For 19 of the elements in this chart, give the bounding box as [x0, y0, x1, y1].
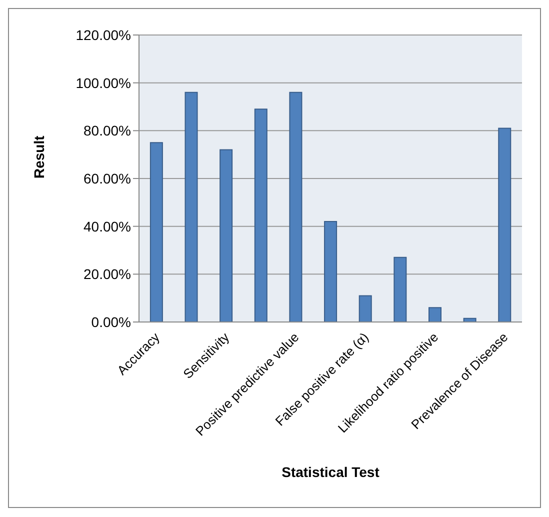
y-tick-label: 60.00%	[84, 170, 131, 186]
bar	[220, 149, 233, 322]
bar	[324, 221, 338, 322]
y-tick-label: 120.00%	[76, 26, 131, 43]
bar	[428, 307, 442, 322]
bar	[498, 128, 512, 322]
y-tick-label: 20.00%	[84, 266, 131, 282]
y-tick-label: 0.00%	[91, 314, 131, 330]
y-tick-label: 80.00%	[84, 122, 131, 139]
y-tick-label: 40.00%	[84, 218, 131, 234]
bar	[150, 142, 163, 322]
bar	[394, 256, 407, 322]
y-axis-title: Result	[30, 135, 47, 178]
bar	[358, 295, 372, 322]
bar	[184, 92, 198, 322]
bar	[254, 108, 268, 322]
x-axis-title: Statistical Test	[282, 464, 380, 480]
bar	[289, 92, 302, 322]
y-tick-label: 100.00%	[76, 74, 131, 91]
